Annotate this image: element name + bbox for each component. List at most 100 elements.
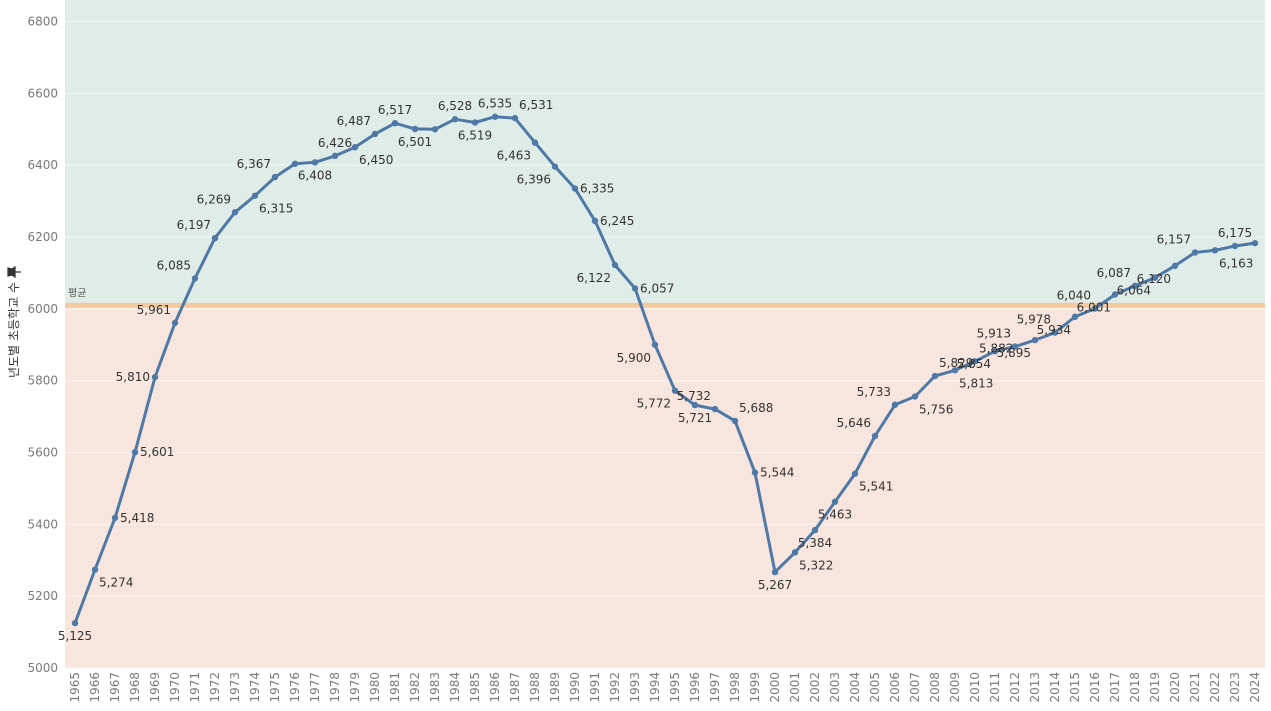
data-point bbox=[131, 448, 139, 456]
x-tick-label: 1978 bbox=[328, 672, 342, 703]
x-axis-ticks: 1965 1966 1967 1968 1969 1970 1971 1972 1973 1974… bbox=[68, 672, 1262, 703]
x-tick-label: 2005 bbox=[868, 672, 882, 703]
data-label: 6,531 bbox=[519, 98, 553, 112]
x-tick-label: 2008 bbox=[928, 672, 942, 703]
x-tick-label: 1982 bbox=[408, 672, 422, 703]
data-label: 6,163 bbox=[1219, 256, 1253, 270]
data-label: 5,829 bbox=[939, 356, 973, 370]
data-point bbox=[611, 261, 619, 269]
data-point bbox=[831, 498, 839, 505]
x-tick-label: 2009 bbox=[948, 672, 962, 703]
y-tick-label: 5600 bbox=[27, 446, 58, 460]
x-tick-label: 1992 bbox=[608, 672, 622, 703]
data-label: 5,646 bbox=[837, 416, 871, 430]
data-point bbox=[691, 401, 699, 409]
data-point bbox=[371, 130, 379, 138]
x-tick-label: 1965 bbox=[68, 672, 82, 703]
data-point bbox=[1091, 305, 1099, 312]
x-tick-label: 1980 bbox=[368, 672, 382, 703]
data-point bbox=[571, 185, 579, 192]
data-point bbox=[631, 285, 639, 292]
x-tick-label: 1970 bbox=[168, 672, 182, 703]
data-label: 6,157 bbox=[1157, 232, 1191, 246]
data-point bbox=[1251, 239, 1259, 247]
data-point bbox=[711, 405, 719, 413]
data-label: 5,601 bbox=[140, 445, 174, 459]
y-tick-label: 5800 bbox=[27, 374, 58, 388]
x-tick-label: 1996 bbox=[688, 672, 702, 703]
data-label: 6,040 bbox=[1057, 289, 1091, 303]
x-tick-label: 1983 bbox=[428, 672, 442, 703]
x-tick-label: 1998 bbox=[728, 672, 742, 703]
y-tick-label: 6600 bbox=[27, 86, 58, 100]
data-label: 5,854 bbox=[957, 357, 991, 371]
data-label: 6,120 bbox=[1137, 272, 1171, 286]
data-label: 5,125 bbox=[58, 629, 92, 643]
data-label: 5,322 bbox=[799, 558, 833, 572]
data-label: 6,450 bbox=[359, 153, 393, 167]
x-tick-label: 2000 bbox=[768, 672, 782, 703]
x-tick-label: 1966 bbox=[88, 672, 102, 703]
data-label: 5,463 bbox=[818, 508, 852, 522]
data-point bbox=[411, 125, 419, 133]
x-tick-label: 2019 bbox=[1148, 672, 1162, 703]
data-label: 6,064 bbox=[1117, 284, 1151, 298]
data-point bbox=[991, 348, 999, 355]
x-tick-label: 1967 bbox=[108, 672, 122, 703]
data-label: 6,396 bbox=[517, 173, 551, 187]
below-average-band bbox=[65, 305, 1265, 668]
y-tick-label: 6800 bbox=[27, 15, 58, 29]
data-label: 6,519 bbox=[458, 128, 492, 142]
data-label: 6,122 bbox=[577, 271, 611, 285]
x-tick-label: 2012 bbox=[1008, 672, 1022, 703]
x-tick-label: 2001 bbox=[788, 672, 802, 703]
data-label: 5,978 bbox=[1017, 313, 1051, 327]
data-label: 6,408 bbox=[298, 168, 332, 182]
data-label: 5,913 bbox=[977, 327, 1011, 341]
data-point bbox=[531, 139, 539, 146]
data-point bbox=[731, 417, 739, 425]
data-point bbox=[811, 526, 819, 534]
x-tick-label: 1975 bbox=[268, 672, 282, 703]
data-label: 5,384 bbox=[798, 536, 832, 550]
data-point bbox=[391, 119, 399, 127]
data-point bbox=[91, 566, 99, 573]
x-tick-label: 2007 bbox=[908, 672, 922, 703]
data-point bbox=[331, 152, 339, 160]
data-point bbox=[151, 373, 159, 381]
x-tick-label: 2014 bbox=[1048, 672, 1062, 703]
data-point bbox=[291, 160, 299, 167]
data-label: 5,267 bbox=[758, 578, 792, 592]
data-point bbox=[1131, 282, 1139, 290]
data-point bbox=[511, 114, 519, 122]
gridlines bbox=[65, 21, 1265, 669]
average-reference-label: 평균 bbox=[68, 287, 86, 299]
data-point bbox=[1071, 313, 1079, 320]
data-point bbox=[851, 470, 859, 477]
data-point bbox=[71, 619, 79, 627]
y-tick-label: 5200 bbox=[27, 589, 58, 603]
x-tick-label: 2013 bbox=[1028, 672, 1042, 703]
data-label: 6,245 bbox=[600, 214, 634, 228]
x-tick-label: 1985 bbox=[468, 672, 482, 703]
x-tick-label: 2020 bbox=[1168, 672, 1182, 703]
data-point bbox=[971, 358, 979, 365]
data-label: 6,535 bbox=[478, 97, 512, 111]
data-label: 6,085 bbox=[157, 258, 191, 272]
data-label: 6,501 bbox=[398, 135, 432, 149]
x-tick-label: 2010 bbox=[968, 672, 982, 703]
data-point bbox=[1171, 262, 1179, 269]
data-points bbox=[71, 113, 1259, 627]
x-tick-label: 1976 bbox=[288, 672, 302, 703]
data-label: 5,733 bbox=[857, 385, 891, 399]
data-label: 5,895 bbox=[997, 346, 1031, 360]
data-label: 5,961 bbox=[137, 303, 171, 317]
data-labels: 5,125 5,274 5,418 5,601 5,810 5,961 6,085 6,197… bbox=[58, 97, 1254, 643]
data-label: 6,057 bbox=[640, 281, 674, 295]
data-point bbox=[771, 568, 779, 576]
data-point bbox=[351, 144, 359, 151]
data-point bbox=[951, 367, 959, 374]
x-tick-label: 2003 bbox=[828, 672, 842, 703]
x-tick-label: 1997 bbox=[708, 672, 722, 703]
